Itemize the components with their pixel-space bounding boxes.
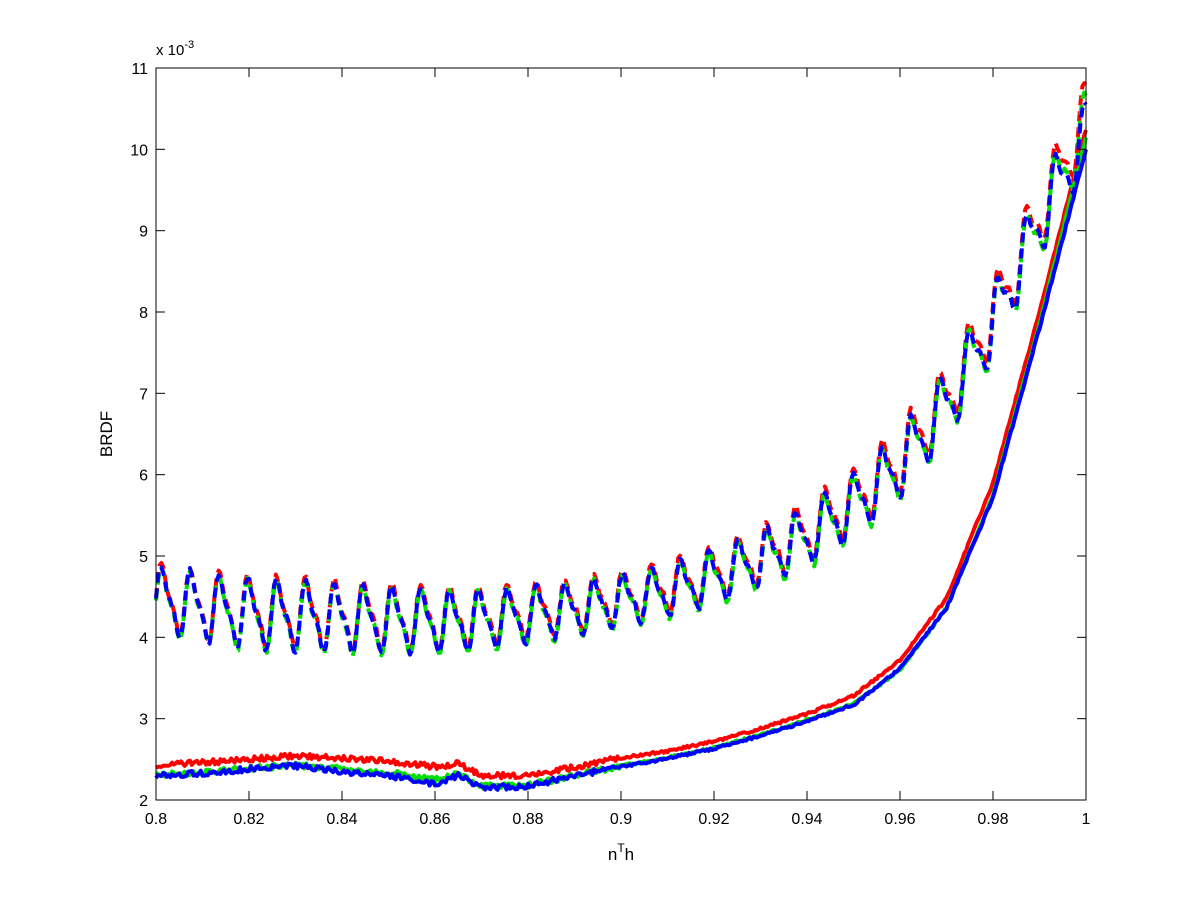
x-tick-label: 0.82 [233, 811, 264, 828]
x-tick-label: 0.96 [884, 811, 915, 828]
plot-area [156, 68, 1086, 800]
x-axis-label-base: n [608, 845, 617, 864]
x-tick-label: 0.94 [791, 811, 822, 828]
x-tick-label: 0.88 [512, 811, 543, 828]
x-tick-label: 0.8 [145, 811, 167, 828]
y-exponent-base: x 10 [156, 42, 184, 59]
x-tick-label: 0.92 [698, 811, 729, 828]
y-tick-label: 3 [139, 712, 148, 729]
x-axis-ticks: 0.8 0.82 0.84 0.86 0.88 0.9 0.92 0.94 0.96 0.98 1 [145, 68, 1091, 828]
y-exponent-label: x 10-3 [156, 39, 194, 59]
x-tick-label: 0.9 [610, 811, 632, 828]
x-tick-label: 0.98 [977, 811, 1008, 828]
y-tick-label: 2 [139, 793, 148, 810]
series-layer [154, 81, 1088, 792]
y-tick-label: 7 [139, 386, 148, 403]
x-axis-label-superscript: T [617, 841, 625, 855]
x-tick-label: 0.86 [419, 811, 450, 828]
y-tick-label: 9 [139, 224, 148, 241]
y-axis-label: BRDF [97, 411, 116, 457]
x-tick-label: 0.84 [326, 811, 357, 828]
y-tick-label: 6 [139, 468, 148, 485]
y-tick-label: 5 [139, 549, 148, 566]
x-tick-label: 1 [1082, 811, 1091, 828]
y-tick-label: 10 [130, 142, 148, 159]
y-exponent-power: -3 [184, 39, 194, 51]
x-axis-label-suffix: h [625, 845, 634, 864]
y-axis-ticks: 2 3 4 5 6 7 8 9 10 11 [130, 61, 1086, 810]
y-tick-label: 8 [139, 305, 148, 322]
y-tick-label: 4 [139, 630, 148, 647]
x-axis-label: nTh [608, 841, 634, 864]
y-tick-label: 11 [131, 61, 148, 78]
series-line-solid-0 [154, 129, 1088, 781]
series-line-dashed-5 [154, 100, 1088, 657]
series-line-solid-2 [154, 148, 1088, 792]
